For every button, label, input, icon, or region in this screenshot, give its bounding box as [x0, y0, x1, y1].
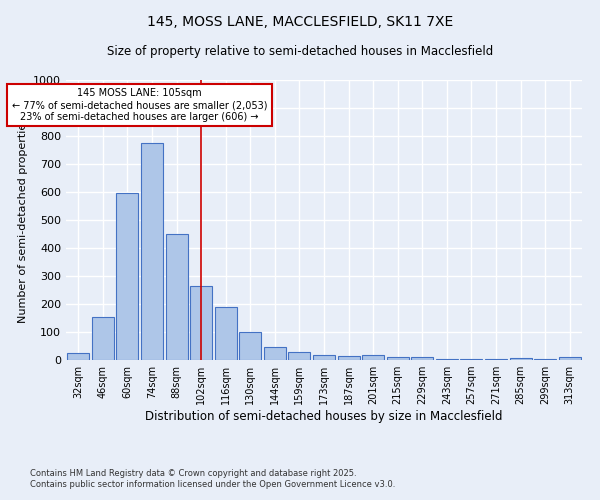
Text: 145 MOSS LANE: 105sqm
← 77% of semi-detached houses are smaller (2,053)
23% of s: 145 MOSS LANE: 105sqm ← 77% of semi-deta… [12, 88, 268, 122]
Bar [116, 194, 139, 360]
X-axis label: Distribution of semi-detached houses by size in Macclesfield: Distribution of semi-detached houses by … [145, 410, 503, 423]
Bar [289, 352, 310, 360]
Text: Contains public sector information licensed under the Open Government Licence v3: Contains public sector information licen… [30, 480, 395, 489]
Bar [166, 234, 188, 360]
Bar [559, 357, 581, 360]
Bar [67, 353, 89, 360]
Text: Contains HM Land Registry data © Crown copyright and database right 2025.: Contains HM Land Registry data © Crown c… [30, 468, 356, 477]
Bar [411, 357, 433, 360]
Bar [460, 359, 482, 360]
Bar [362, 355, 384, 360]
Bar [239, 332, 262, 360]
Bar [338, 356, 359, 360]
Bar [264, 346, 286, 360]
Bar [313, 355, 335, 360]
Bar [436, 358, 458, 360]
Bar [215, 307, 237, 360]
Bar [92, 316, 114, 360]
Bar [141, 143, 163, 360]
Y-axis label: Number of semi-detached properties: Number of semi-detached properties [17, 117, 28, 323]
Bar [509, 358, 532, 360]
Text: 145, MOSS LANE, MACCLESFIELD, SK11 7XE: 145, MOSS LANE, MACCLESFIELD, SK11 7XE [147, 15, 453, 29]
Bar [386, 356, 409, 360]
Bar [190, 286, 212, 360]
Bar [485, 359, 507, 360]
Text: Size of property relative to semi-detached houses in Macclesfield: Size of property relative to semi-detach… [107, 45, 493, 58]
